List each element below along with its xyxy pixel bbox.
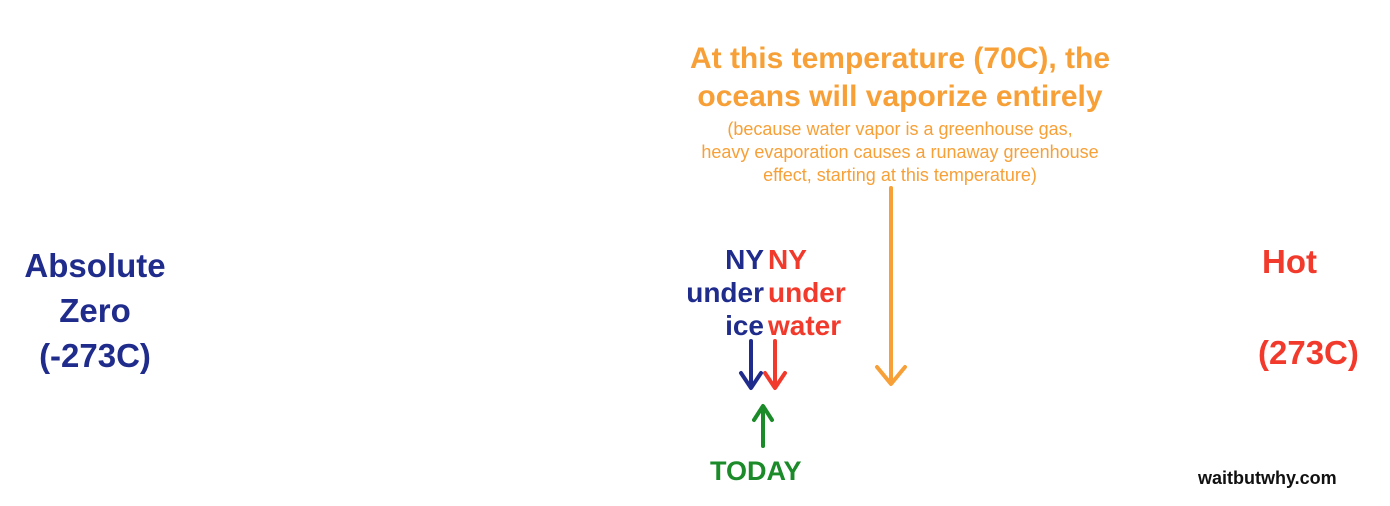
title-line: oceans will vaporize entirely bbox=[697, 80, 1103, 113]
today-arrow bbox=[752, 404, 774, 448]
ice-line: ice bbox=[725, 310, 764, 341]
water-line: NY bbox=[768, 244, 807, 275]
ice-line: under bbox=[686, 277, 764, 308]
vaporize-annotation-subtitle: (because water vapor is a greenhouse gas… bbox=[610, 118, 1190, 187]
absolute-zero-line: Zero bbox=[59, 292, 131, 329]
subtitle-line: heavy evaporation causes a runaway green… bbox=[701, 142, 1099, 162]
water-line: under bbox=[768, 277, 846, 308]
ny-under-ice-label: NY under ice bbox=[660, 243, 764, 342]
vaporize-annotation-title: At this temperature (70C), the oceans wi… bbox=[590, 40, 1210, 116]
subtitle-line: effect, starting at this temperature) bbox=[763, 165, 1037, 185]
vaporize-arrow bbox=[875, 186, 907, 386]
hot-temp-label: (273C) bbox=[1258, 334, 1359, 371]
absolute-zero-line: Absolute bbox=[24, 247, 166, 284]
ny-under-water-arrow bbox=[763, 339, 787, 390]
title-line: At this temperature (70C), the bbox=[689, 42, 1111, 75]
water-line: water bbox=[768, 310, 842, 341]
absolute-zero-label: Absolute Zero (-273C) bbox=[0, 243, 190, 378]
hot-label: Hot bbox=[1262, 243, 1317, 280]
ice-line: NY bbox=[725, 244, 764, 275]
subtitle-line: (because water vapor is a greenhouse gas… bbox=[727, 119, 1073, 139]
ny-under-ice-arrow bbox=[739, 339, 763, 390]
site-credit: waitbutwhy.com bbox=[1198, 468, 1337, 488]
absolute-zero-temp: (-273C) bbox=[39, 337, 151, 374]
ny-under-water-label: NY under water bbox=[768, 243, 878, 342]
today-label: TODAY bbox=[710, 456, 802, 486]
